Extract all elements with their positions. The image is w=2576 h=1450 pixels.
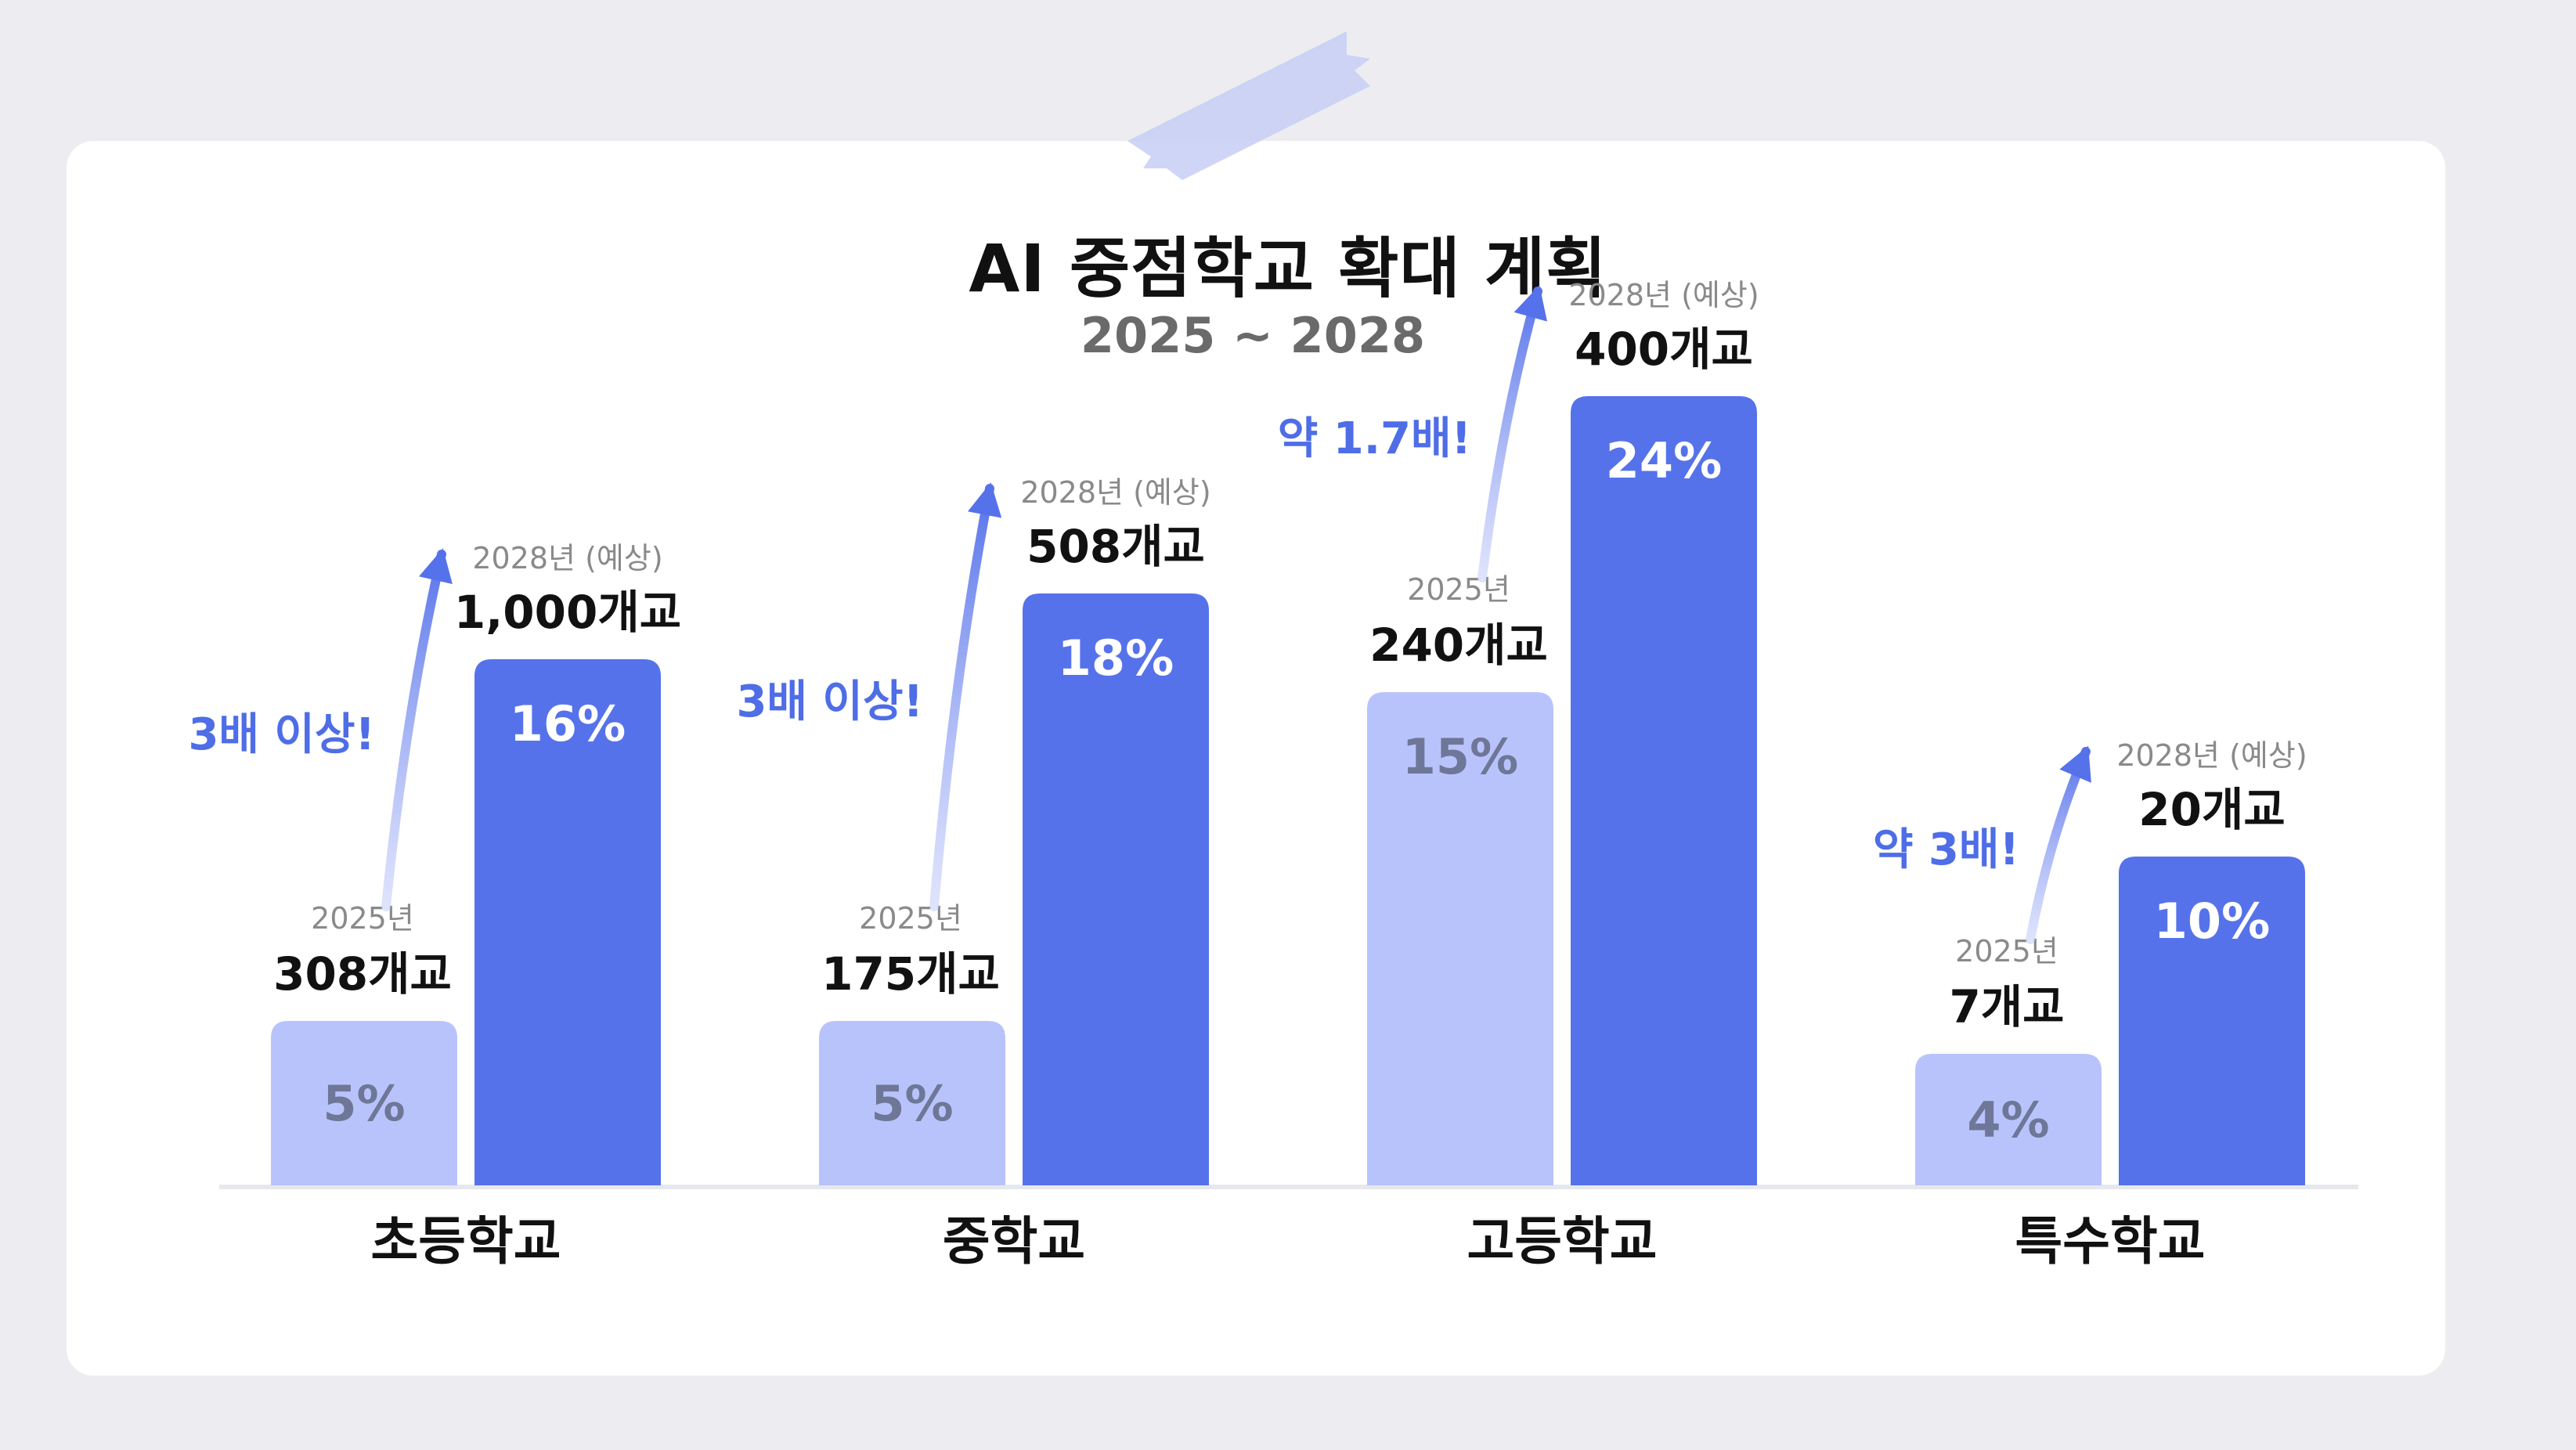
bar-2025 <box>271 1021 457 1185</box>
category-label: 초등학교 <box>371 1211 561 1271</box>
bar-2028 <box>1023 593 1209 1185</box>
growth-arrow-head <box>2059 745 2091 783</box>
year-label-2025: 2025년 <box>1407 572 1510 607</box>
growth-arrow <box>1477 287 1542 583</box>
category-label: 특수학교 <box>2015 1211 2206 1271</box>
bar-2025 <box>1915 1054 2102 1185</box>
category-label: 고등학교 <box>1467 1211 1658 1271</box>
growth-arrow-head <box>418 548 453 585</box>
bar-2025 <box>819 1021 1005 1185</box>
year-label-2028: 2028년 (예상) <box>472 541 662 575</box>
bar-value-label-2025: 15% <box>1402 728 1518 785</box>
bar-value-label-2028: 10% <box>2154 893 2270 950</box>
count-label-2025: 240개교 <box>1369 619 1548 672</box>
growth-annotation: 약 1.7배! <box>1278 413 1471 464</box>
year-label-2025: 2025년 <box>859 901 962 936</box>
bar-2028 <box>474 659 661 1185</box>
bar-value-label-2028: 18% <box>1058 629 1174 687</box>
bar-value-label-2028: 16% <box>510 695 626 752</box>
decorative-tape <box>1127 31 1370 180</box>
year-label-2025: 2025년 <box>311 901 414 936</box>
growth-annotation: 3배 이상! <box>736 676 923 727</box>
growth-arrow-head <box>967 482 1002 518</box>
bar-2028 <box>2119 857 2305 1185</box>
year-label-2028: 2028년 (예상) <box>1568 278 1759 312</box>
bar-value-label-2025: 4% <box>1967 1091 2049 1149</box>
growth-arrow <box>381 550 446 911</box>
year-label-2025: 2025년 <box>1955 934 2058 968</box>
chart-title: AI 중점학교 확대 계획 <box>969 230 1607 307</box>
growth-arrow-head <box>1513 285 1548 322</box>
bar-2028 <box>1571 396 1757 1185</box>
category-label: 중학교 <box>943 1211 1085 1271</box>
count-label-2028: 1,000개교 <box>454 586 681 639</box>
count-label-2025: 7개교 <box>1949 980 2064 1033</box>
count-label-2028: 20개교 <box>2138 783 2285 836</box>
bar-value-label-2028: 24% <box>1606 432 1722 489</box>
year-label-2028: 2028년 (예상) <box>1020 475 1210 510</box>
count-label-2028: 400개교 <box>1575 323 1753 376</box>
chart-subtitle: 2025 ~ 2028 <box>1080 307 1426 364</box>
count-label-2025: 308개교 <box>273 947 452 1001</box>
bar-value-label-2025: 5% <box>871 1075 953 1132</box>
growth-annotation: 약 3배! <box>1873 824 2019 875</box>
growth-arrow <box>929 484 994 911</box>
growth-annotation: 3배 이상! <box>188 709 375 760</box>
bar-value-label-2025: 5% <box>323 1075 405 1132</box>
count-label-2025: 175개교 <box>821 947 1000 1001</box>
bar-2025 <box>1367 692 1553 1185</box>
count-label-2028: 508개교 <box>1026 520 1205 573</box>
growth-arrow <box>2026 747 2091 944</box>
year-label-2028: 2028년 (예상) <box>2116 738 2307 773</box>
